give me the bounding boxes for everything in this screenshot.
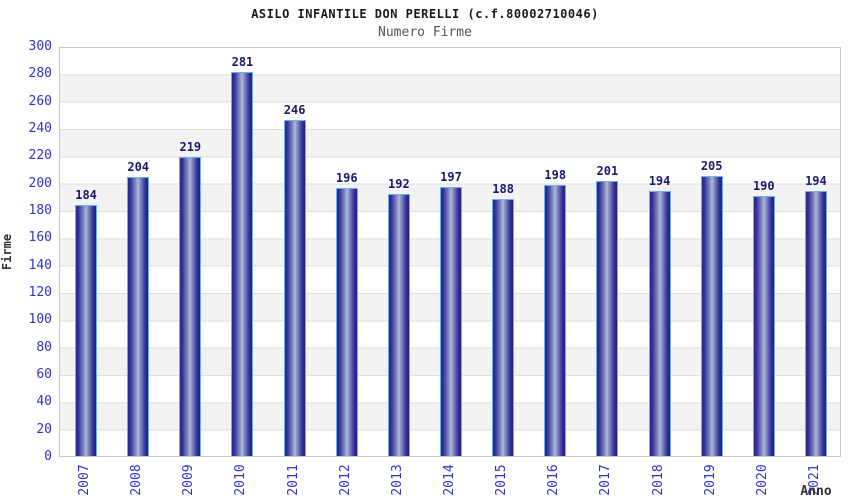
y-tick-label: 80 [36,339,52,355]
bar-2010 [231,72,254,456]
bar-value-label: 188 [492,182,514,196]
y-tick-label: 40 [36,394,52,410]
y-tick-label: 140 [28,257,52,273]
y-tick-label: 60 [36,367,52,382]
x-tick-label: 2007 [77,464,93,496]
plot-area: 184 204 219 281 246 196 192 197 188 198 201 194 205 1… [59,47,841,457]
y-tick-label: 0 [44,449,52,464]
y-tick-label: 20 [36,421,52,437]
bar-2019 [700,176,723,456]
x-axis-label: Anno [800,484,832,499]
bar-2007 [75,205,98,456]
bar-value-label: 192 [388,177,410,191]
y-tick-label: 100 [28,312,52,328]
x-tick-label: 2018 [650,464,666,496]
x-tick-label: 2010 [233,464,249,496]
bar-value-label: 184 [75,188,97,202]
bar-value-label: 205 [700,159,723,173]
y-tick-label: 180 [28,203,52,218]
bar-2008 [127,177,150,456]
bar-2020 [752,196,775,456]
bar-value-label: 194 [648,174,671,188]
bar-2013 [387,194,410,456]
bar-value-label: 204 [127,160,150,174]
x-tick-label: 2016 [546,464,562,496]
y-tick-label: 240 [28,121,52,136]
chart-subtitle: Numero Firme [378,25,472,40]
bar-2014 [440,187,462,456]
bar-value-label: 219 [179,140,202,154]
y-tick-label: 260 [28,93,52,109]
y-tick-label: 200 [28,175,52,191]
bar-value-label: 197 [440,170,462,184]
y-tick-label: 160 [28,230,52,246]
chart-title: ASILO INFANTILE DON PERELLI (c.f.8000271… [251,7,599,21]
x-tick-label: 2012 [337,464,353,496]
bar-2009 [179,157,202,456]
bar-value-label: 190 [752,179,775,193]
bar-2021 [804,191,827,456]
bar-2015 [492,199,515,456]
x-tick-label: 2008 [129,464,145,496]
bar-value-label: 281 [231,55,254,69]
x-tick-label: 2014 [442,464,457,496]
bar-value-label: 198 [544,168,567,182]
bar-2017 [596,181,619,456]
y-tick-label: 280 [28,66,52,82]
x-tick-label: 2009 [181,464,197,496]
bar-value-label: 194 [805,174,827,188]
y-tick-label: 300 [28,39,52,54]
bar-2011 [283,120,306,456]
x-tick-label: 2015 [494,464,510,496]
bar-2018 [648,191,671,456]
x-tick-label: 2011 [285,464,301,496]
x-tick-label: 2020 [754,464,770,496]
x-tick-label: 2013 [389,464,405,496]
y-axis-label: Firme [0,233,14,271]
bar-value-label: 201 [596,164,619,178]
x-tick-label: 2017 [598,464,614,496]
y-tick-label: 220 [28,148,52,164]
x-tick-label: 2019 [702,464,718,496]
bar-value-label: 196 [335,171,358,185]
y-tick-label: 120 [28,285,52,300]
bar-value-label: 246 [283,103,306,117]
bar-2012 [335,188,358,456]
bar-2016 [544,185,567,456]
